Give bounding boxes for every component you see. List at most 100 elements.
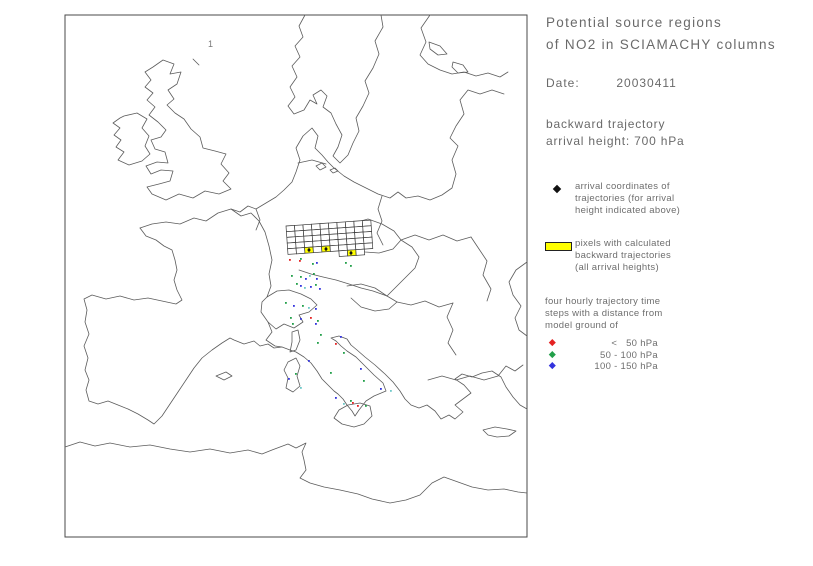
pixel-cell	[319, 222, 330, 230]
blue-diamond-icon	[549, 362, 556, 369]
pixel-cell	[337, 232, 347, 240]
trajectory-dot-green	[315, 284, 317, 286]
pixel-cell	[302, 229, 313, 237]
trajectory-dot-green	[350, 265, 352, 267]
border-netherlands-germany	[255, 208, 261, 231]
trajectory-dot-green	[317, 342, 319, 344]
trajectory-dot-cyan	[300, 387, 302, 389]
steps-intro-line-2: steps with a distance from	[545, 308, 663, 320]
trajectory-dot-red	[299, 260, 301, 262]
map-annotation: 1	[208, 39, 213, 49]
legend-pixels-line-1: pixels with calculated	[575, 238, 671, 249]
trajectory-dot-cyan	[390, 390, 392, 392]
pixel-cell	[320, 239, 331, 247]
map-frame	[64, 14, 528, 538]
pixel-cell	[319, 228, 330, 236]
pixel-cell	[346, 237, 356, 245]
steps-row-green: 50 - 100 hPa	[545, 350, 675, 362]
pixel-cell	[361, 219, 372, 227]
border-bulgaria-turkey	[497, 364, 524, 377]
trajectory-dot-green	[291, 275, 293, 277]
pixel-cell	[338, 249, 349, 257]
trajectory-dot-green	[295, 373, 297, 375]
border-serbia-bulgaria	[446, 302, 457, 356]
trajectory-dot-blue	[315, 308, 317, 310]
pixel-cell	[345, 226, 356, 234]
legend-arrival: arrival coordinates of trajectories (for…	[575, 181, 680, 218]
date-value: 20030411	[616, 76, 677, 90]
legend-arrival-line-3: height indicated above)	[575, 205, 681, 217]
coast-small-isle	[192, 58, 200, 66]
pixel-cell	[328, 222, 338, 230]
trajectory-dot-green	[296, 283, 298, 285]
trajectory-dot-blue	[335, 397, 337, 399]
red-diamond-icon	[549, 339, 556, 346]
pixel-cell	[303, 240, 314, 248]
pixel-cell	[328, 233, 339, 241]
coast-saaremaa	[451, 61, 469, 74]
pixel-cell	[355, 248, 366, 256]
trajectory-dot-green	[290, 317, 292, 319]
border-hungary-south	[396, 300, 454, 308]
trajectory-dot-cyan	[308, 307, 310, 309]
legend-pixels: pixels with calculated backward trajecto…	[575, 238, 671, 275]
steps-label-red: < 50 hPa	[611, 338, 658, 349]
trajectory-dot-blue	[305, 278, 307, 280]
arrival-point-diamond	[324, 246, 328, 252]
border-romania-east	[470, 236, 492, 302]
trajectory-overlay	[285, 219, 392, 407]
yellow-pixel-swatch-icon	[545, 242, 572, 251]
coast-crete	[482, 426, 517, 438]
trajectory-dot-blue	[308, 360, 310, 362]
trajectory-dot-blue	[300, 285, 302, 287]
pixel-cell	[312, 240, 322, 248]
pixel-cell	[345, 232, 356, 240]
coast-danish-isles	[315, 162, 339, 174]
border-austria-italy	[298, 269, 388, 297]
steps-label-green: 50 - 100 hPa	[599, 349, 658, 361]
border-germany-poland	[376, 195, 384, 246]
pixel-cell	[329, 244, 340, 252]
coast-south-europe	[83, 227, 528, 425]
trajectory-info-line-1: backward trajectory	[546, 117, 666, 131]
pixel-cell	[346, 243, 357, 251]
trajectory-dot-green	[302, 305, 304, 307]
trajectory-dot-blue	[319, 288, 321, 290]
trajectory-dot-green	[363, 380, 365, 382]
pixel-cell	[354, 237, 365, 245]
trajectory-dot-blue	[310, 286, 312, 288]
arrival-point-diamond	[307, 247, 311, 253]
trajectory-dot-blue	[288, 378, 290, 380]
border-switzerland	[260, 289, 318, 330]
coast-corsica	[289, 329, 301, 353]
trajectory-dot-green	[365, 405, 367, 407]
trajectory-dot-green	[320, 334, 322, 336]
border-austria-east	[386, 239, 420, 297]
trajectory-dot-green	[350, 400, 352, 402]
pixel-cell	[328, 227, 339, 235]
trajectory-dot-blue	[316, 278, 318, 280]
trajectory-dot-blue	[316, 262, 318, 264]
trajectory-dot-blue	[300, 318, 302, 320]
trajectory-dot-blue	[340, 336, 342, 338]
pixel-cell	[311, 234, 322, 242]
border-france-italy	[265, 321, 283, 348]
legend-pixels-line-2: backward trajectories	[575, 250, 672, 262]
trajectory-dot-green	[300, 276, 302, 278]
figure-title: Potential source regions of NO2 in SCIAM…	[546, 12, 776, 55]
green-diamond-icon	[549, 350, 556, 358]
pixel-cell	[363, 242, 374, 250]
coast-north-africa	[64, 441, 528, 504]
pixel-cell	[285, 225, 296, 233]
arrival-point-diamond	[349, 250, 353, 256]
pixel-cell	[294, 235, 305, 243]
trajectory-dot-green	[292, 323, 294, 325]
coast-black-sea	[508, 261, 528, 337]
trajectory-dot-red	[352, 402, 354, 404]
border-denmark-germany	[297, 159, 327, 165]
pixel-cell	[286, 236, 297, 244]
trajectory-dot-cyan	[309, 275, 311, 277]
pixel-cell	[353, 225, 364, 234]
